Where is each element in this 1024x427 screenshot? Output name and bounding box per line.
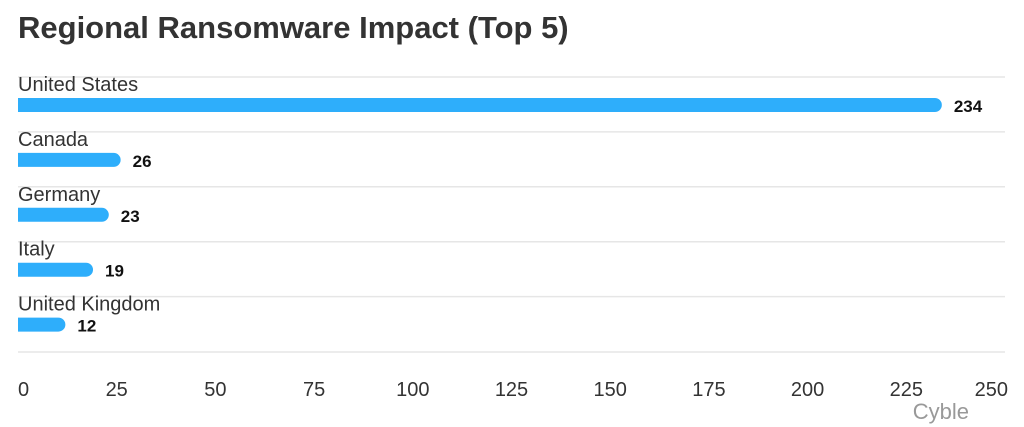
x-tick-label: 100	[396, 379, 429, 401]
category-label: Canada	[18, 129, 89, 151]
x-tick-label: 125	[495, 379, 528, 401]
data-label: 12	[77, 317, 96, 336]
bar	[18, 317, 66, 332]
category-label: Italy	[18, 239, 55, 261]
category-label: United Kingdom	[18, 294, 160, 316]
category-label: Germany	[18, 184, 100, 206]
bar	[18, 152, 121, 167]
x-tick-label: 250	[975, 379, 1008, 401]
watermark-credit: Cyble	[912, 399, 969, 424]
data-label: 19	[105, 262, 124, 281]
x-tick-label: 200	[791, 379, 824, 401]
category-label: United States	[18, 74, 138, 96]
x-tick-label: 225	[890, 379, 923, 401]
x-tick-label: 75	[303, 379, 325, 401]
x-tick-label: 150	[594, 379, 627, 401]
data-label: 234	[954, 97, 983, 116]
x-tick-label: 25	[106, 379, 128, 401]
x-tick-label: 50	[204, 379, 226, 401]
bar	[18, 207, 109, 222]
bar	[18, 98, 942, 112]
data-label: 23	[121, 207, 140, 226]
x-tick-label: 175	[692, 379, 725, 401]
bar	[18, 262, 94, 277]
chart-title: Regional Ransomware Impact (Top 5)	[18, 10, 569, 45]
x-tick-label: 0	[18, 379, 29, 401]
data-label: 26	[133, 152, 152, 171]
